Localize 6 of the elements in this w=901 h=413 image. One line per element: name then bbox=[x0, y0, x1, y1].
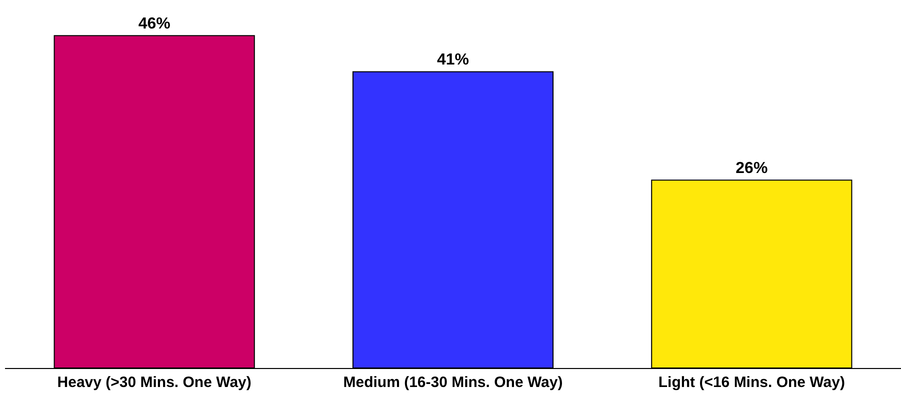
x-tick-label: Medium (16-30 Mins. One Way) bbox=[343, 374, 563, 391]
data-label: 46% bbox=[138, 16, 170, 33]
x-tick-label: Heavy (>30 Mins. One Way) bbox=[57, 374, 252, 391]
data-label: 26% bbox=[736, 160, 768, 178]
x-tick-label: Light (<16 Mins. One Way) bbox=[658, 374, 845, 391]
data-label: 41% bbox=[436, 52, 470, 69]
